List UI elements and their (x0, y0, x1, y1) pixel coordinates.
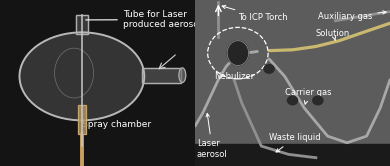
Bar (142, 68, 181, 83)
Text: Auxiliary gas: Auxiliary gas (318, 11, 386, 21)
Circle shape (313, 96, 323, 105)
Circle shape (287, 96, 298, 105)
Text: Spray chamber: Spray chamber (82, 120, 152, 129)
Text: Waste liquid: Waste liquid (269, 133, 321, 152)
Bar (78, 105, 86, 134)
Text: Solution: Solution (316, 29, 350, 41)
Text: Laser
aerosol: Laser aerosol (197, 113, 228, 159)
Bar (78, 105, 86, 134)
Bar (76, 15, 88, 34)
Text: Nebulizer: Nebulizer (214, 72, 254, 81)
Bar (195, 144, 390, 166)
Bar (142, 68, 181, 83)
Text: Carrier gas: Carrier gas (285, 88, 331, 104)
Ellipse shape (179, 68, 186, 83)
Ellipse shape (227, 41, 249, 66)
Text: To ICP Torch: To ICP Torch (222, 5, 287, 22)
Bar (76, 15, 88, 34)
Ellipse shape (20, 32, 144, 120)
Text: Tube for Laser
produced aerosol: Tube for Laser produced aerosol (86, 10, 201, 29)
Circle shape (264, 65, 274, 73)
